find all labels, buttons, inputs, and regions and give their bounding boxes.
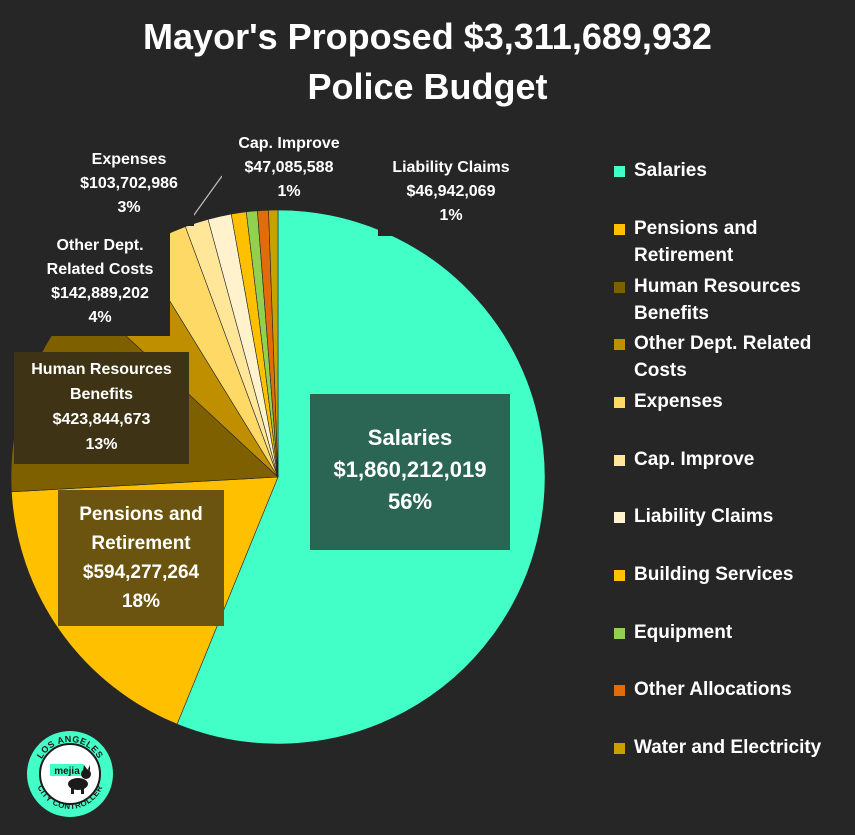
label-hr: Human Resources Benefits $423,844,673 13… — [14, 352, 189, 464]
label-other-dept-name2: Related Costs — [46, 261, 154, 278]
label-expenses-percent: 3% — [117, 199, 141, 216]
label-pensions-value: $594,277,264 — [82, 562, 200, 583]
label-salaries-name: Salaries — [367, 425, 453, 450]
label-salaries-value: $1,860,212,019 — [333, 457, 487, 482]
legend-swatch — [614, 512, 625, 523]
label-hr-name1: Human Resources — [31, 361, 172, 378]
legend-swatch — [614, 455, 625, 466]
legend-label: Liability Claims — [634, 506, 774, 527]
legend-label: Pensions and Retirement — [634, 218, 758, 266]
label-other-dept-value: $142,889,202 — [51, 285, 149, 302]
label-liability-name: Liability Claims — [392, 159, 510, 176]
label-cap-improve-name: Cap. Improve — [238, 135, 340, 152]
controller-seal-icon: LOS ANGELES CITY CONTROLLER mejia — [27, 731, 113, 817]
label-liability-percent: 1% — [439, 207, 463, 224]
legend-label: Expenses — [634, 391, 723, 412]
chart-title-line2: Police Budget — [307, 66, 548, 107]
label-cap-improve-percent: 1% — [277, 183, 301, 200]
legend-label: Other Dept. Related Costs — [634, 333, 812, 381]
label-cap-improve: Cap. Improve $47,085,588 1% — [222, 130, 356, 210]
label-liability-value: $46,942,069 — [406, 183, 496, 200]
label-other-dept-percent: 4% — [88, 309, 112, 326]
label-expenses: Expenses $103,702,986 3% — [64, 146, 194, 226]
label-salaries: Salaries $1,860,212,019 56% — [310, 394, 510, 550]
legend-swatch — [614, 570, 625, 581]
label-pensions: Pensions and Retirement $594,277,264 18% — [58, 490, 224, 626]
label-hr-name2: Benefits — [69, 386, 134, 403]
chart-title-line1: Mayor's Proposed $3,311,689,932 — [143, 16, 712, 57]
label-expenses-value: $103,702,986 — [80, 175, 178, 192]
label-other-dept: Other Dept. Related Costs $142,889,202 4… — [30, 230, 170, 336]
label-hr-percent: 13% — [85, 436, 118, 453]
legend-swatch — [614, 685, 625, 696]
legend-label: Building Services — [634, 564, 794, 585]
legend-swatch — [614, 743, 625, 754]
legend-swatch — [614, 224, 625, 235]
label-salaries-percent: 56% — [387, 489, 433, 514]
legend-swatch — [614, 397, 625, 408]
label-pensions-name1: Pensions and — [79, 504, 203, 525]
label-other-dept-name1: Other Dept. — [56, 237, 144, 254]
legend-label: Cap. Improve — [634, 449, 755, 470]
pie-slice-water-and-electricity — [268, 209, 279, 478]
legend-label: Salaries — [634, 160, 707, 181]
legend-label: Human Resources Benefits — [634, 276, 801, 324]
label-liability: Liability Claims $46,942,069 1% — [378, 154, 524, 236]
logo-name: mejia — [54, 766, 80, 777]
legend-swatch — [614, 339, 625, 350]
label-pensions-name2: Retirement — [91, 533, 191, 554]
legend-swatch — [614, 628, 625, 639]
label-cap-improve-value: $47,085,588 — [244, 159, 334, 176]
legend-swatch — [614, 282, 625, 293]
label-expenses-name: Expenses — [91, 151, 167, 168]
legend-swatch — [614, 166, 625, 177]
legend-label: Other Allocations — [634, 679, 792, 700]
label-pensions-percent: 18% — [121, 591, 161, 612]
label-hr-value: $423,844,673 — [52, 411, 151, 428]
legend-label: Equipment — [634, 622, 733, 643]
legend-label: Water and Electricity — [634, 737, 822, 758]
